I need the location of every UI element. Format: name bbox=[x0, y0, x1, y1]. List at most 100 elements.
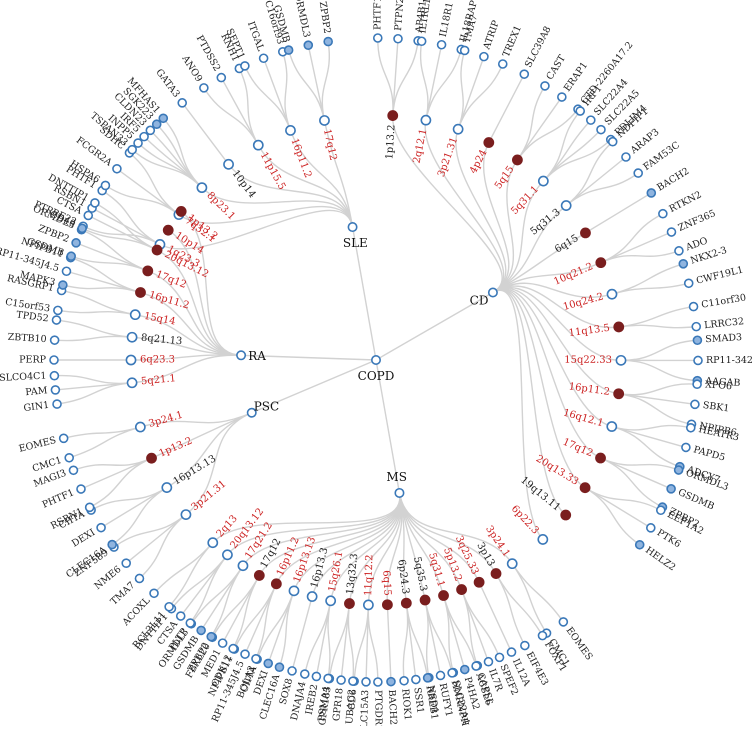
locus-node bbox=[475, 578, 484, 587]
locus-node bbox=[136, 422, 145, 431]
locus-node bbox=[457, 585, 466, 594]
gene-node bbox=[461, 666, 469, 674]
gene-node bbox=[86, 503, 94, 511]
gene-node bbox=[394, 35, 402, 43]
gene-label: UBAC2 bbox=[344, 689, 357, 725]
locus-node bbox=[286, 126, 295, 135]
locus-label: 6q23.3 bbox=[140, 355, 175, 366]
gene-node bbox=[597, 126, 605, 134]
gene-node bbox=[692, 323, 700, 331]
locus-node bbox=[131, 310, 140, 319]
locus-node bbox=[127, 378, 136, 387]
edge-sle-8p23-1-irf5 bbox=[144, 137, 202, 188]
edge-ms-3q25-33-il12a bbox=[479, 582, 511, 652]
gene-node bbox=[91, 199, 99, 207]
gene-label: PHTF1 bbox=[372, 0, 383, 30]
gene-node bbox=[558, 93, 566, 101]
edge-ms-16p13-13-ciita bbox=[257, 591, 294, 659]
locus-node bbox=[126, 355, 135, 364]
locus-label: 19q13.11 bbox=[518, 475, 562, 514]
edge-ra-17q12-gsdmb bbox=[71, 256, 148, 271]
gene-node bbox=[634, 169, 642, 177]
gene-node bbox=[499, 60, 507, 68]
edge-ms-6p24-3-riok1 bbox=[403, 603, 407, 681]
gene-label: LRRC32 bbox=[704, 316, 745, 331]
edge-sle-8p23-1-sgk223 bbox=[157, 124, 202, 187]
locus-label: 6p22.3 bbox=[509, 503, 541, 536]
locus-node bbox=[580, 483, 589, 492]
locus-node bbox=[454, 125, 463, 134]
gene-node bbox=[150, 589, 158, 597]
gene-label: ORMDL3 bbox=[292, 0, 312, 39]
gene-node bbox=[349, 677, 357, 685]
edge-cd-11q13-5-c11orf30 bbox=[619, 307, 694, 327]
gene-node bbox=[186, 619, 194, 627]
gene-node bbox=[521, 642, 529, 650]
gene-node bbox=[60, 434, 68, 442]
edge-ms-17q12-cdk12 bbox=[233, 575, 259, 648]
locus-label: 17q12 bbox=[321, 128, 338, 161]
locus-node bbox=[596, 453, 605, 462]
root-label: COPD bbox=[358, 369, 395, 383]
locus-node bbox=[364, 600, 373, 609]
group-node-sle bbox=[348, 223, 356, 231]
gene-node bbox=[54, 306, 62, 314]
group-label-sle: SLE bbox=[343, 236, 368, 250]
gene-node bbox=[219, 639, 227, 647]
edge-sle-1q23-3-ptpre22 bbox=[83, 226, 160, 244]
edge-ms-17q21-2-ormdl3 bbox=[191, 566, 243, 624]
locus-label: 3p24.1 bbox=[147, 410, 184, 430]
gene-node bbox=[252, 655, 260, 663]
gene-node bbox=[448, 669, 456, 677]
group-label-ra: RA bbox=[248, 349, 266, 363]
gene-node bbox=[657, 506, 665, 514]
locus-node bbox=[345, 599, 354, 608]
locus-label: 6q15 bbox=[380, 570, 392, 596]
locus-node bbox=[162, 483, 171, 492]
locus-label: 13q32.3 bbox=[345, 553, 360, 595]
gene-node bbox=[113, 165, 121, 173]
locus-node bbox=[596, 258, 605, 267]
edge-sle-8p23-1-inpp5 bbox=[138, 143, 202, 188]
gene-node bbox=[472, 662, 480, 670]
gene-label: PHTF1 bbox=[41, 487, 76, 511]
gene-node bbox=[693, 380, 701, 388]
edge-cd-6q15-bach2 bbox=[585, 193, 651, 233]
gene-label: ERAP1 bbox=[562, 60, 590, 94]
locus-node bbox=[614, 389, 623, 398]
locus-node bbox=[320, 116, 329, 125]
group-node-ms bbox=[395, 489, 403, 497]
edge-sle-8p23-1-tspan33 bbox=[132, 150, 202, 188]
locus-node bbox=[561, 510, 570, 519]
edge-cd-1p13-2-phtf1 bbox=[378, 38, 393, 116]
gene-node bbox=[337, 676, 345, 684]
gene-label: ZNF365 bbox=[677, 208, 718, 234]
gene-label: HELZ2 bbox=[643, 545, 677, 574]
gene-label: SSR1 bbox=[411, 687, 425, 714]
edge-cd-5q31-1-pdlim4 bbox=[543, 140, 610, 181]
gene-label: PAPD5 bbox=[692, 444, 726, 463]
gene-node bbox=[312, 672, 320, 680]
gene-node bbox=[50, 356, 58, 364]
gene-label: IL18R1 bbox=[438, 1, 456, 38]
gene-node bbox=[374, 34, 382, 42]
gene-label: SLCO4C1 bbox=[0, 371, 47, 384]
locus-label: 6q15 bbox=[553, 233, 581, 256]
edge-psc-3p24-1-cmc1 bbox=[69, 427, 140, 458]
edge-cd-5q31-1-irf1 bbox=[543, 111, 580, 181]
gene-node bbox=[207, 633, 215, 641]
gene-node bbox=[128, 146, 136, 154]
gene-label: BACH2 bbox=[655, 166, 691, 194]
locus-node bbox=[388, 111, 397, 120]
group-node-ra bbox=[237, 351, 245, 359]
edge-ms-11q12-2-ptgdr2 bbox=[368, 605, 378, 682]
locus-node bbox=[308, 592, 317, 601]
gene-node bbox=[412, 676, 420, 684]
edge-cd-15q22-33-smad3 bbox=[621, 340, 697, 360]
gene-node bbox=[65, 454, 73, 462]
gene-node bbox=[51, 336, 59, 344]
locus-node bbox=[272, 579, 281, 588]
edge-ms-20q13-12-dnttip1 bbox=[171, 555, 227, 609]
gene-node bbox=[122, 559, 130, 567]
